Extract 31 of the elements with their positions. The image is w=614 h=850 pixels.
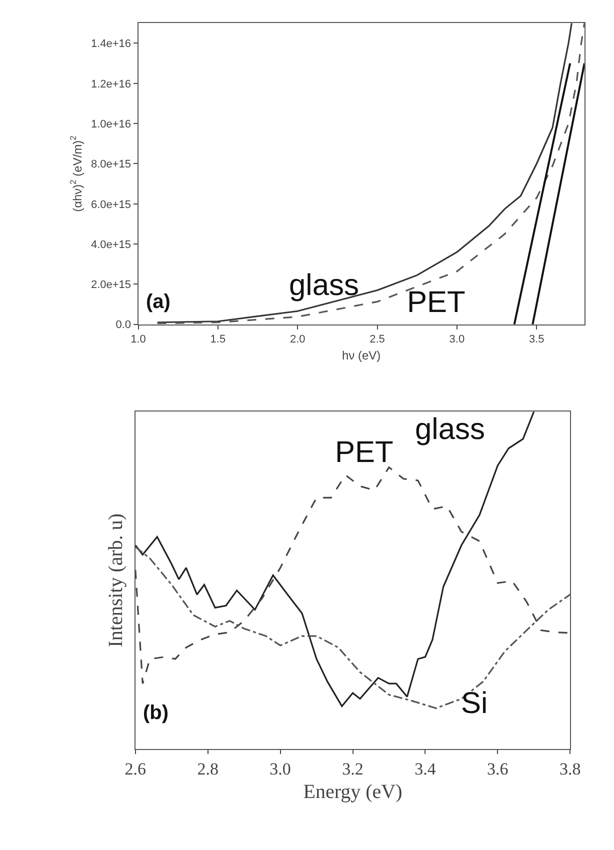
y-tick-label: 6.0e+15 [90, 198, 132, 211]
x-tick-label: 1.5 [210, 334, 226, 346]
series-label: glass [415, 413, 486, 446]
x-axis-title: Energy (eV) [303, 780, 402, 803]
x-tick-label: 3.6 [487, 759, 508, 778]
x-tick-label: 1.0 [130, 334, 146, 346]
series-label: PET [335, 436, 394, 469]
y-tick-label: 4.0e+15 [90, 238, 132, 251]
x-tick-label: 2.5 [370, 334, 385, 346]
x-tick-label: 3.5 [528, 334, 544, 346]
y-tick-label: 1.2e+16 [90, 78, 132, 90]
annotation: (a) [146, 291, 170, 313]
series-label: PET [407, 286, 466, 319]
annotation: (b) [143, 702, 169, 724]
x-tick-label: 3.2 [342, 759, 364, 778]
x-tick-label: 2.6 [124, 759, 146, 778]
x-tick-label: 3.0 [449, 334, 465, 346]
y-tick-label: 1.0e+16 [90, 118, 132, 130]
y-tick-label: 8.0e+15 [90, 158, 132, 171]
x-axis-title: hν (eV) [342, 348, 381, 362]
x-tick-label: 3.4 [414, 759, 436, 778]
x-tick-label: 2.0 [290, 334, 306, 346]
x-tick-label: 3.8 [559, 759, 581, 778]
y-tick-label: 1.4e+16 [90, 38, 132, 50]
y-axis-title: Intensity (arb. u) [104, 513, 127, 648]
x-tick-label: 2.8 [197, 759, 218, 778]
y-tick-label: 2.0e+15 [90, 279, 132, 292]
x-tick-label: 3.0 [270, 759, 291, 778]
series-label: Si [461, 687, 488, 720]
y-tick-label: 0.0 [116, 319, 132, 332]
series-label: glass [289, 269, 360, 302]
